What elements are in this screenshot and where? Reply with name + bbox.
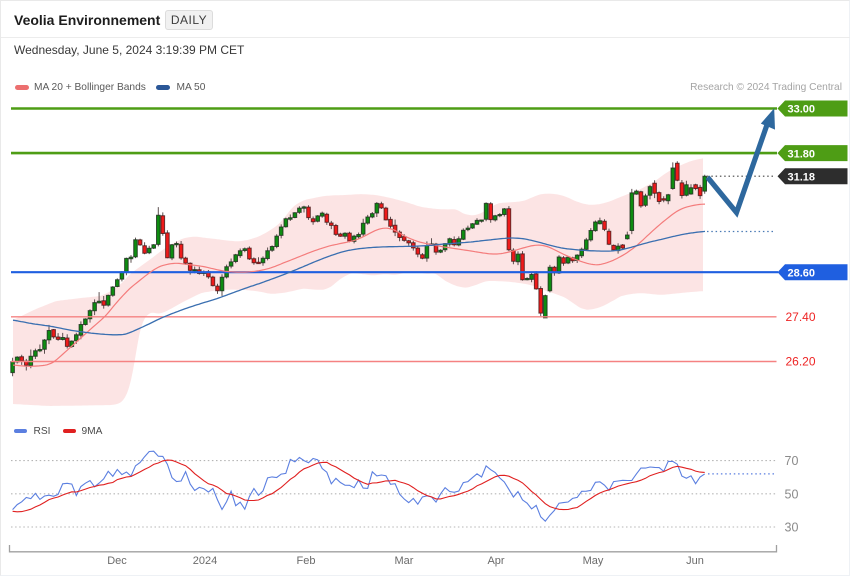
svg-text:31.80: 31.80 <box>788 148 816 160</box>
svg-text:31.18: 31.18 <box>788 171 816 183</box>
svg-text:70: 70 <box>785 454 799 468</box>
svg-text:Dec: Dec <box>107 555 127 567</box>
svg-text:33.00: 33.00 <box>788 104 816 116</box>
svg-text:Apr: Apr <box>487 555 504 567</box>
svg-text:27.40: 27.40 <box>786 310 816 324</box>
svg-text:2024: 2024 <box>193 555 217 567</box>
svg-text:26.20: 26.20 <box>786 355 816 369</box>
svg-text:Jun: Jun <box>686 555 704 567</box>
svg-text:Feb: Feb <box>297 555 316 567</box>
svg-text:May: May <box>583 555 604 567</box>
svg-text:28.60: 28.60 <box>788 267 816 279</box>
svg-text:Mar: Mar <box>395 555 414 567</box>
svg-text:50: 50 <box>785 487 799 501</box>
svg-text:30: 30 <box>785 521 799 535</box>
